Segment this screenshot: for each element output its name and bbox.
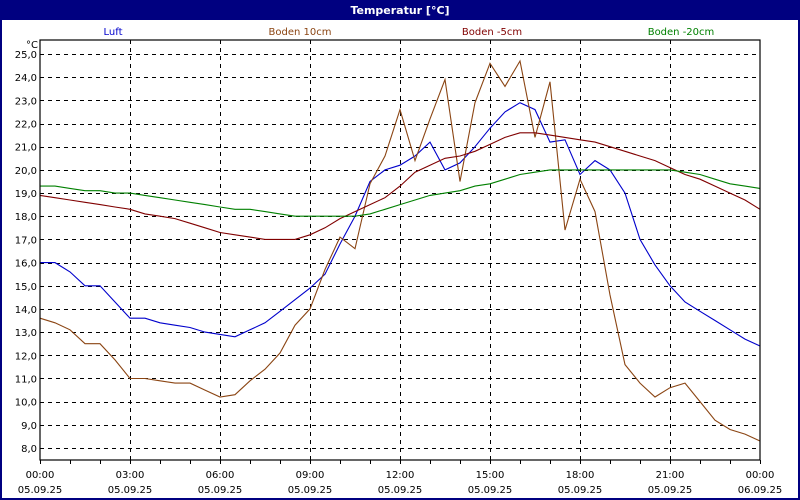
x-tick-date: 05.09.25 (288, 485, 333, 496)
y-axis-unit: °C (26, 40, 38, 51)
x-tick-time: 00:00 (26, 470, 55, 481)
x-tick-time: 15:00 (476, 470, 505, 481)
y-axis: °C25,0 24,0 23,0 22,0 21,0 20,0 19,0 18,0 17,0 16… (15, 40, 38, 455)
y-tick-label: 21,0 (15, 143, 37, 154)
y-tick-label: 18,0 (15, 212, 37, 223)
y-tick-label: 15,0 (15, 282, 37, 293)
y-tick-label: 17,0 (15, 235, 37, 246)
y-tick-label: 8,0 (21, 444, 37, 455)
y-tick-label: 9,0 (21, 421, 37, 432)
y-tick-label: 19,0 (15, 189, 37, 200)
legend: Luft Boden 10cm Boden -5cm Boden -20cm (104, 27, 715, 38)
legend-item: Boden -20cm (648, 27, 715, 38)
x-tick-date: 05.09.25 (468, 485, 513, 496)
y-tick-label: 16,0 (15, 259, 37, 270)
x-tick-date: 06.09.25 (738, 485, 783, 496)
legend-item: Luft (104, 27, 123, 38)
series-line-boden-20cm (40, 169, 761, 217)
x-tick-date: 05.09.25 (198, 485, 243, 496)
y-tick-label: 24,0 (15, 73, 37, 84)
x-tick-time: 18:00 (566, 470, 595, 481)
legend-item: Boden -5cm (462, 27, 522, 38)
x-tick-time: 09:00 (296, 470, 325, 481)
x-axis: 00:00 05.09.25 03:00 05.09.25 06:00 05.09.25 0… (18, 460, 783, 496)
x-tick-date: 05.09.25 (558, 485, 603, 496)
x-tick-time: 03:00 (116, 470, 145, 481)
y-tick-label: 12,0 (15, 351, 37, 362)
x-tick-date: 05.09.25 (18, 485, 63, 496)
series-line-luft (40, 102, 761, 347)
x-tick-date: 05.09.25 (108, 485, 153, 496)
x-tick-time: 21:00 (656, 470, 685, 481)
chart-title: Temperatur [°C] (2, 2, 798, 20)
x-tick-date: 05.09.25 (648, 485, 693, 496)
series-line-boden-10cm (39, 59, 761, 442)
grid-lines (40, 40, 760, 460)
y-tick-label: 14,0 (15, 305, 37, 316)
series-line-boden-5cm (39, 132, 761, 240)
x-tick-time: 00:00 (746, 470, 775, 481)
y-tick-label: 10,0 (15, 398, 37, 409)
data-series (39, 59, 761, 442)
x-tick-time: 12:00 (386, 470, 415, 481)
y-tick-label: 20,0 (15, 166, 37, 177)
x-tick-date: 05.09.25 (378, 485, 423, 496)
x-tick-time: 06:00 (206, 470, 235, 481)
y-tick-label: 22,0 (15, 120, 37, 131)
legend-item: Boden 10cm (269, 27, 332, 38)
y-tick-label: 25,0 (15, 50, 37, 61)
y-tick-label: 13,0 (15, 328, 37, 339)
y-tick-label: 23,0 (15, 96, 37, 107)
y-tick-label: 11,0 (15, 374, 37, 385)
